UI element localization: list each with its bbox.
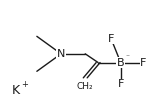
Text: F: F — [108, 33, 114, 44]
Text: N: N — [57, 49, 65, 59]
Text: ⁻: ⁻ — [125, 52, 129, 61]
Text: F: F — [140, 58, 146, 68]
Text: K: K — [12, 84, 20, 97]
Text: B: B — [117, 58, 124, 68]
Text: +: + — [21, 80, 28, 89]
Text: F: F — [117, 79, 124, 89]
Text: CH₂: CH₂ — [77, 82, 93, 91]
